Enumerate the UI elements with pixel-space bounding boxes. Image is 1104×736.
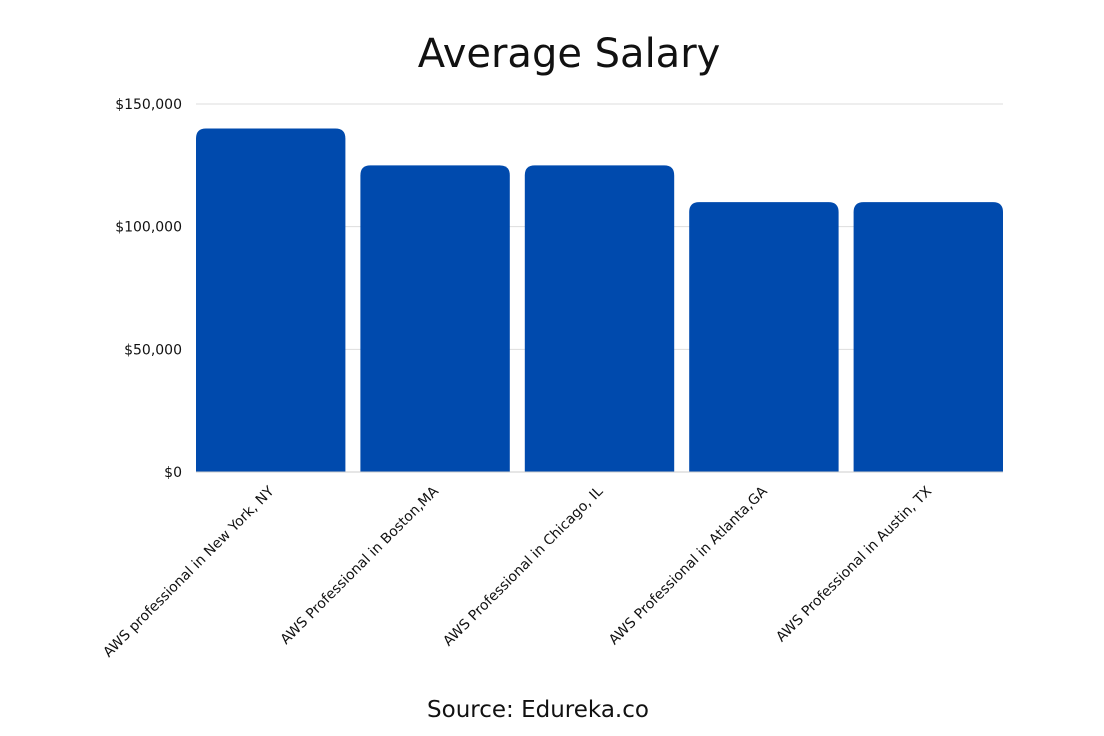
- y-tick-label: $150,000: [115, 97, 182, 113]
- bar: [524, 165, 675, 473]
- y-tick-label: $50,000: [124, 342, 182, 358]
- bars: [196, 128, 1003, 473]
- x-category-label: AWS Professional in Atlanta,GA: [606, 483, 771, 648]
- source-note: Source: Edureka.co: [427, 697, 649, 723]
- x-category-label: AWS professional in New York, NY: [100, 483, 277, 660]
- y-tick-label: $100,000: [115, 220, 182, 236]
- chart-title: Average Salary: [418, 31, 721, 77]
- bar: [853, 202, 1003, 472]
- x-category-label: AWS Professional in Chicago, IL: [440, 483, 606, 649]
- y-axis-tick-labels: $0 $50,000 $100,000 $150,000: [115, 97, 182, 481]
- x-axis-category-labels: AWS professional in New York, NY AWS Prof…: [100, 483, 935, 660]
- bar: [360, 165, 510, 473]
- bar: [196, 128, 346, 473]
- bar: [689, 202, 839, 472]
- y-tick-label: $0: [164, 465, 182, 481]
- x-category-label: AWS Professional in Boston,MA: [278, 483, 443, 648]
- x-category-label: AWS Professional in Austin, TX: [773, 483, 935, 645]
